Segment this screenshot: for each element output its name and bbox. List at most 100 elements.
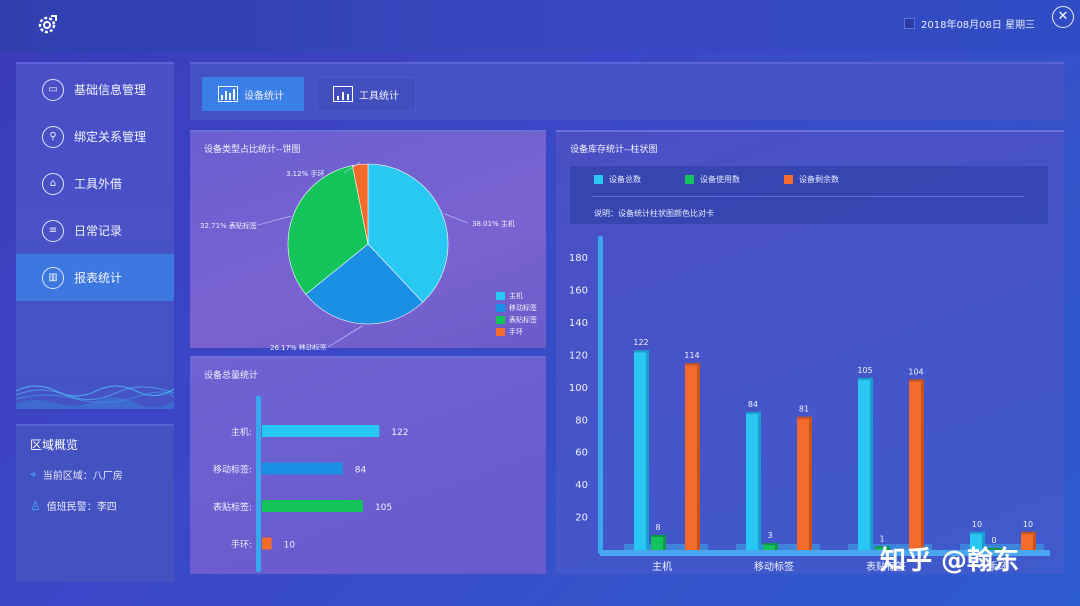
hbar-bar[interactable] bbox=[262, 425, 380, 437]
vbar-bar[interactable] bbox=[685, 365, 697, 550]
hbar-bar[interactable] bbox=[262, 500, 363, 512]
gear-wrench-icon[interactable] bbox=[34, 12, 60, 38]
pie-legend: 主机 移动标签 表贴标签 手环 bbox=[496, 290, 537, 338]
chart-icon: ▥ bbox=[42, 266, 64, 289]
tab-tool-stats[interactable]: 工具统计 bbox=[316, 77, 416, 111]
close-circle-icon[interactable]: ✕ bbox=[1052, 6, 1074, 28]
vbar-bar-side bbox=[982, 531, 985, 550]
notebook-icon: ≡ bbox=[42, 219, 64, 242]
legend-item[interactable]: 设备使用数 bbox=[685, 174, 740, 185]
vbar-bar-top bbox=[987, 548, 1002, 550]
vbar-y-tick: 100 bbox=[569, 383, 588, 394]
vbar-bar[interactable] bbox=[1021, 533, 1033, 550]
hbar-value-label: 84 bbox=[355, 466, 367, 476]
pie-slice[interactable] bbox=[352, 163, 369, 245]
vbar-bar-side bbox=[1033, 531, 1036, 550]
pie-slice-label: 3.12% 手环 bbox=[286, 169, 324, 178]
vbar-value-label: 10 bbox=[972, 520, 982, 529]
vbar-category-label: 手环 bbox=[988, 560, 1008, 573]
vbar-value-label: 114 bbox=[684, 351, 699, 360]
legend-item[interactable]: 移动标签 bbox=[496, 302, 537, 314]
region-text: 当前区域：八厂房 bbox=[42, 471, 123, 482]
sidebar-item-label: 报表统计 bbox=[74, 271, 123, 285]
sidebar-item-tool-lending[interactable]: ⌂ 工具外借 bbox=[16, 160, 174, 207]
sidebar-item-daily-record[interactable]: ≡ 日常记录 bbox=[16, 207, 174, 254]
vbar-value-label: 10 bbox=[1023, 520, 1033, 529]
legend-label: 设备使用数 bbox=[700, 175, 740, 184]
vbar-y-tick: 180 bbox=[569, 253, 588, 264]
vbar-category-label: 主机 bbox=[652, 560, 672, 573]
legend-label: 表贴标签 bbox=[509, 316, 537, 324]
vbar-bar-side bbox=[646, 350, 649, 550]
hbar-value-label: 105 bbox=[375, 503, 392, 513]
sidebar: ▭ 基础信息管理 ⚲ 绑定关系管理 ⌂ 工具外借 ≡ 日常记录 ▥ 报表统计 bbox=[16, 62, 174, 409]
vbar-bar[interactable] bbox=[746, 413, 758, 550]
pie-slice[interactable] bbox=[305, 243, 424, 325]
vbar-bar-side bbox=[921, 379, 924, 550]
top-bar: 2018年08月08日 星期三 ✕ bbox=[0, 0, 1080, 52]
vbar-value-label: 84 bbox=[748, 400, 758, 409]
vbar-value-label: 122 bbox=[633, 338, 648, 347]
vbar-y-tick: 140 bbox=[569, 318, 588, 329]
vbar-bar-side bbox=[870, 377, 873, 550]
pie-leader-line bbox=[444, 213, 469, 224]
vbar-bar[interactable] bbox=[763, 545, 775, 550]
pie-slice[interactable] bbox=[287, 165, 369, 295]
monitor-icon: ▭ bbox=[42, 78, 64, 101]
pie-slice[interactable] bbox=[367, 163, 449, 303]
hbar-value-label: 122 bbox=[391, 428, 408, 438]
wave-decoration bbox=[16, 385, 174, 409]
hbar-category-label: 主机: bbox=[231, 426, 252, 438]
device-total-panel: 设备总量统计 主机: 122 移动标签: 84 表贴标签: 105 手环: 10 bbox=[190, 356, 546, 574]
vbar-bar[interactable] bbox=[970, 533, 982, 550]
tab-bar: 设备统计 工具统计 bbox=[190, 62, 1064, 120]
legend-item[interactable]: 手环 bbox=[496, 326, 537, 338]
bar-legend: 设备总数 设备使用数 设备剩余数 说明：设备统计柱状图颜色比对卡 bbox=[570, 166, 1048, 224]
tab-label: 工具统计 bbox=[359, 90, 399, 102]
vbar-bar-top bbox=[875, 546, 890, 549]
sidebar-item-binding[interactable]: ⚲ 绑定关系管理 bbox=[16, 113, 174, 160]
location-pin-icon: ⌖ bbox=[30, 467, 37, 481]
pie-slice-label: 38.01% 主机 bbox=[472, 219, 515, 228]
vbar-y-tick: 120 bbox=[569, 350, 588, 361]
hbar-chart: 主机: 122 移动标签: 84 表贴标签: 105 手环: 10 bbox=[213, 396, 408, 572]
sidebar-item-basic-info[interactable]: ▭ 基础信息管理 bbox=[16, 66, 174, 113]
legend-item[interactable]: 设备剩余数 bbox=[784, 174, 839, 185]
area-overview: 区域概览 ⌖ 当前区域：八厂房 ♙ 值班民警：李四 bbox=[16, 424, 174, 582]
legend-item[interactable]: 设备总数 bbox=[594, 174, 641, 185]
vbar-bar[interactable] bbox=[797, 418, 809, 550]
legend-label: 设备剩余数 bbox=[799, 175, 839, 184]
bar-chart-icon bbox=[218, 86, 238, 102]
pie-chart-panel: 设备类型占比统计--饼图 38.01% 主机 26.17% 移动标签 32.71% … bbox=[190, 130, 546, 350]
tab-device-stats[interactable]: 设备统计 bbox=[202, 77, 304, 111]
vbar-bar[interactable] bbox=[651, 537, 663, 550]
current-region: ⌖ 当前区域：八厂房 bbox=[30, 467, 160, 482]
vbar-y-tick: 160 bbox=[569, 286, 588, 297]
legend-item[interactable]: 表贴标签 bbox=[496, 314, 537, 326]
person-icon: ♙ bbox=[30, 498, 41, 513]
vbar-bar-top bbox=[746, 411, 761, 414]
datetime-text: 2018年08月08日 星期三 bbox=[921, 20, 1036, 31]
hbar-category-label: 手环: bbox=[231, 539, 252, 551]
inventory-bar-panel: 设备库存统计--柱状图 设备总数 设备使用数 设备剩余数 说明：设备统计柱状图颜… bbox=[556, 130, 1064, 574]
vbar-y-tick: 40 bbox=[575, 480, 588, 491]
sidebar-item-label: 基础信息管理 bbox=[74, 83, 147, 97]
vbar-bar-side bbox=[663, 535, 666, 550]
vbar-value-label: 105 bbox=[857, 366, 872, 375]
area-title: 区域概览 bbox=[30, 438, 79, 452]
legend-label: 移动标签 bbox=[509, 304, 537, 312]
legend-label: 手环 bbox=[509, 328, 523, 336]
legend-item[interactable]: 主机 bbox=[496, 290, 537, 302]
vbar-y-tick: 80 bbox=[575, 415, 588, 426]
hbar-bar[interactable] bbox=[262, 462, 343, 475]
vbar-bar[interactable] bbox=[858, 379, 870, 550]
sidebar-item-reports[interactable]: ▥ 报表统计 bbox=[16, 254, 174, 301]
hbar-bar[interactable] bbox=[262, 537, 272, 550]
vbar-bar[interactable] bbox=[909, 381, 921, 550]
hbar-value-label: 10 bbox=[284, 541, 296, 551]
vbar-bar[interactable] bbox=[875, 548, 887, 550]
watermark: 知乎 @翰东 bbox=[880, 546, 1020, 576]
vbar-bar-top bbox=[634, 350, 649, 353]
vbar-bar[interactable] bbox=[634, 352, 646, 550]
vbar-bar-top bbox=[685, 363, 700, 366]
